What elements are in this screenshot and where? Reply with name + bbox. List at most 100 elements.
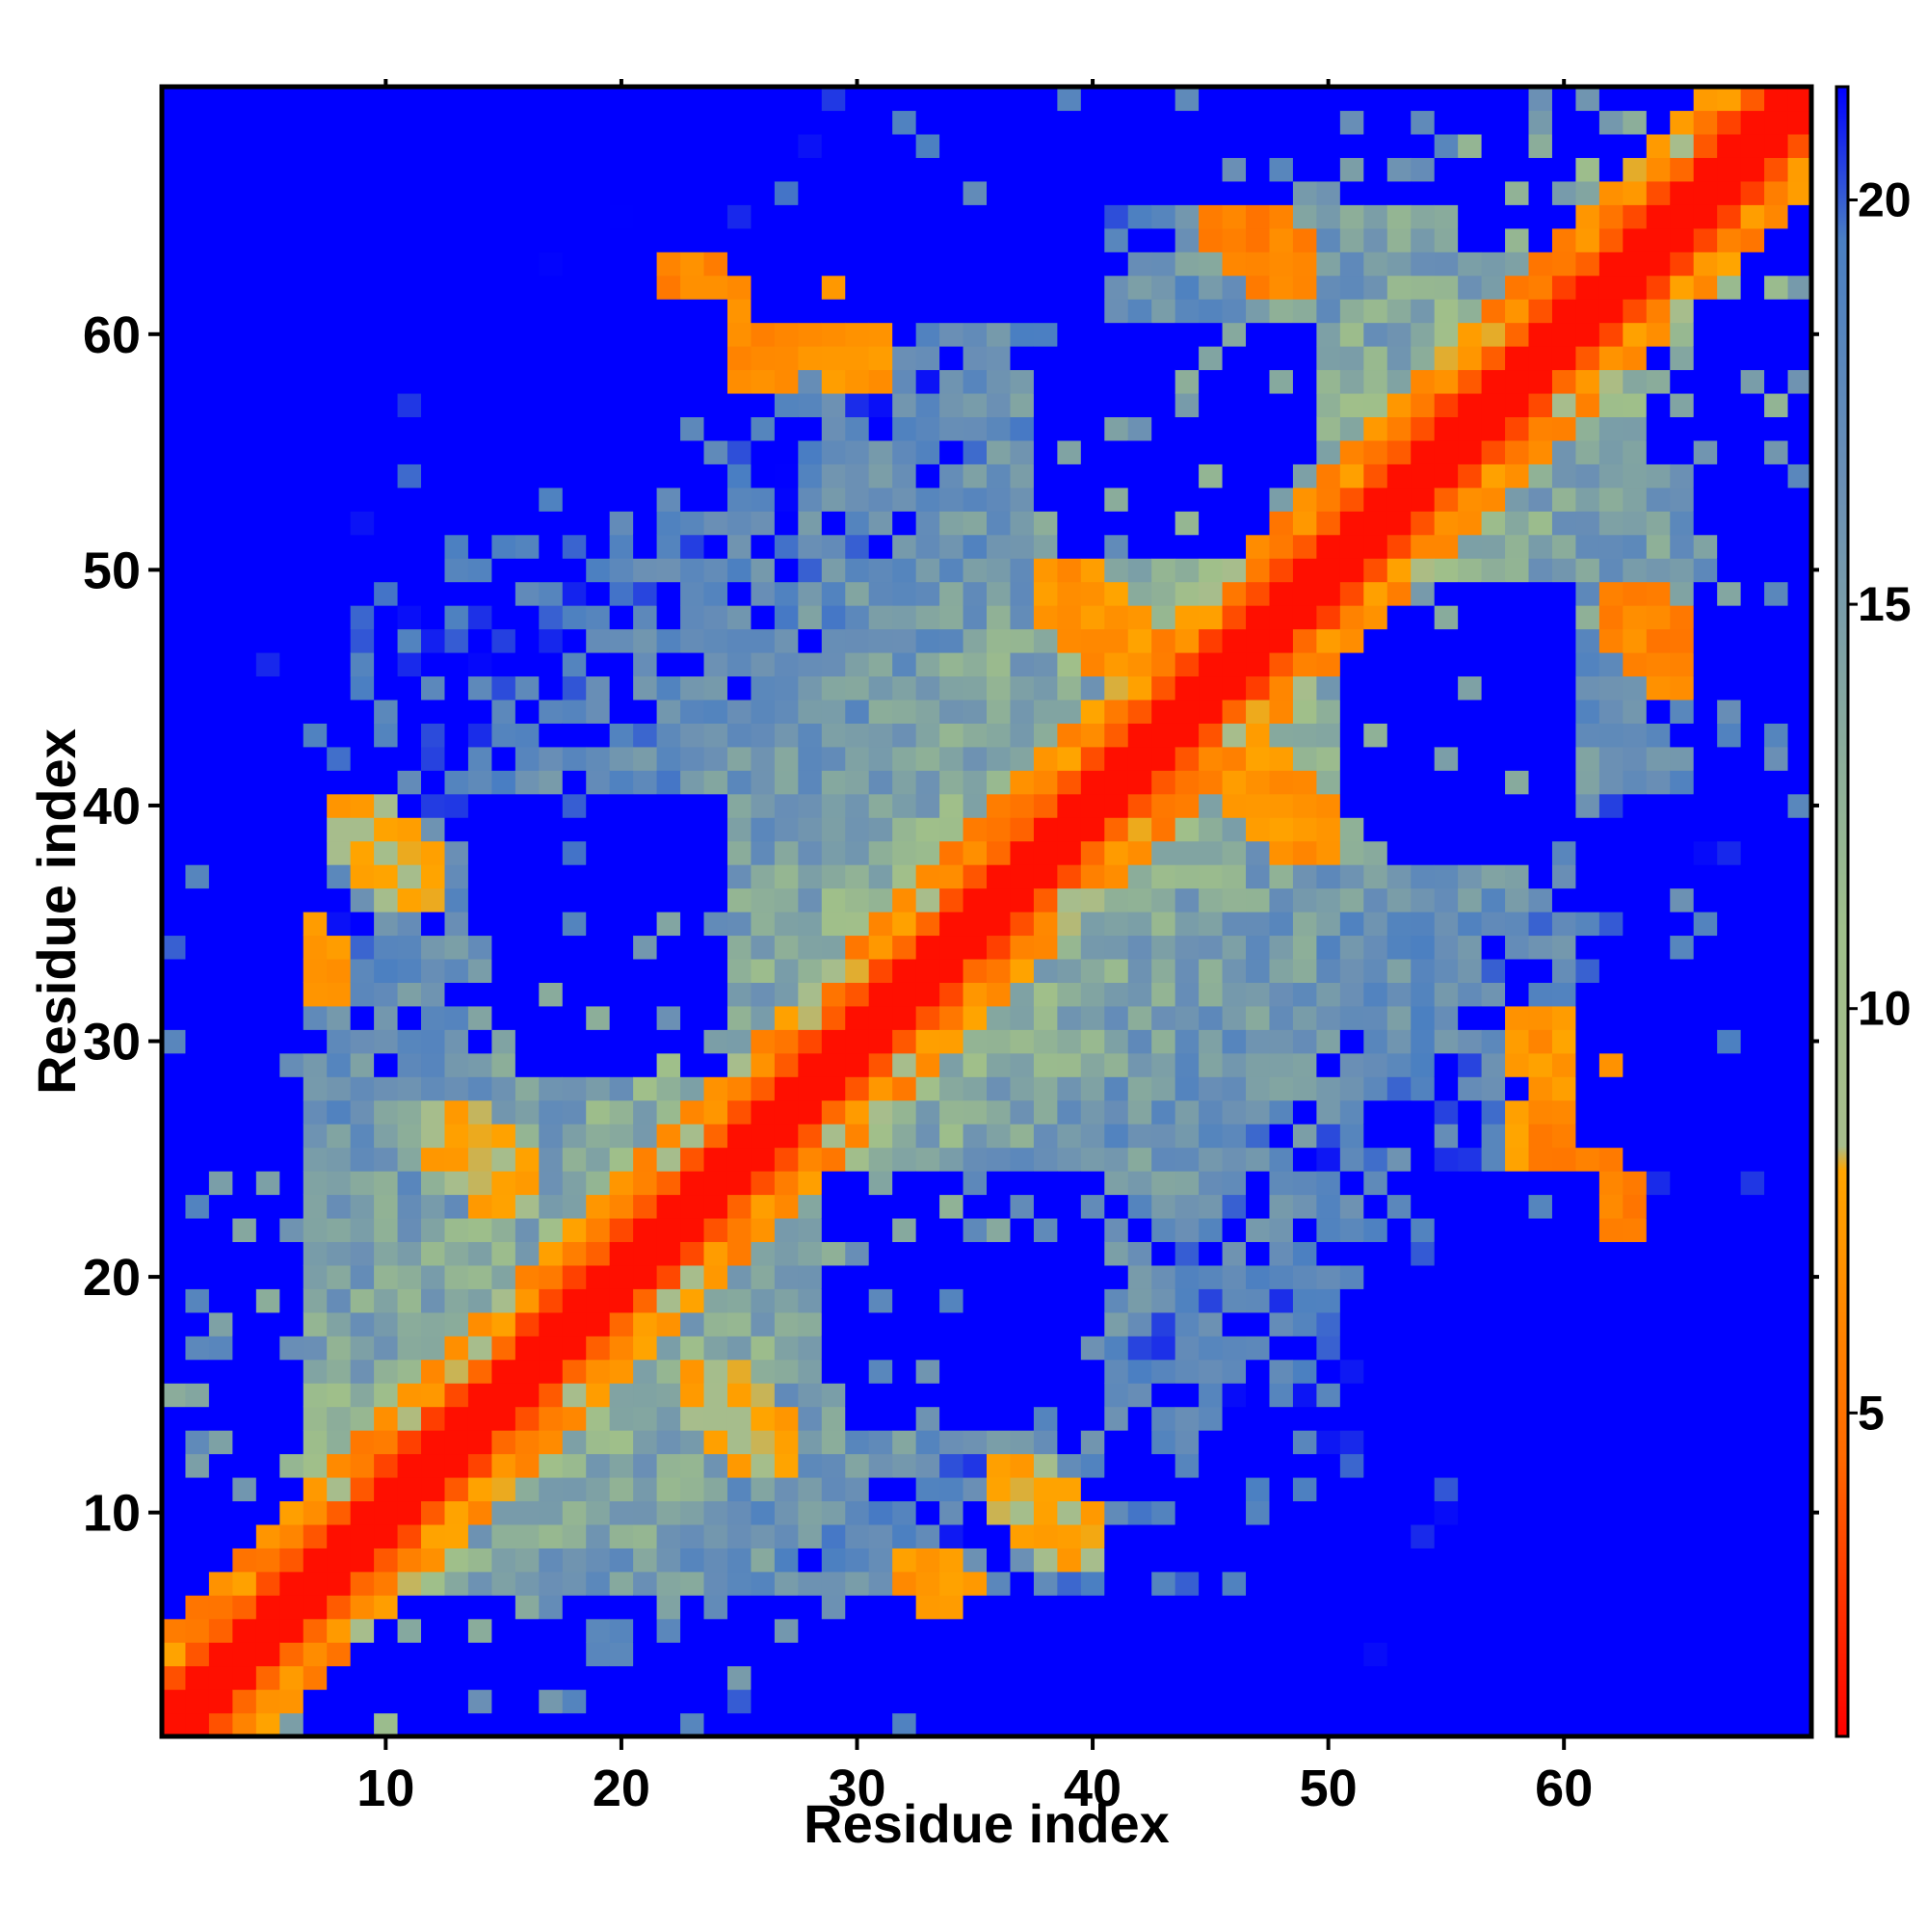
heatmap-cell [1551,1406,1577,1431]
heatmap-cell [1339,1689,1364,1714]
heatmap-cell [374,1618,399,1643]
heatmap-cell [656,204,681,229]
heatmap-cell [892,180,917,205]
heatmap-cell [892,887,917,913]
heatmap-cell [1481,1406,1506,1431]
heatmap-cell [467,1311,492,1337]
heatmap-cell [1033,1406,1058,1431]
heatmap-cell [185,392,210,417]
heatmap-cell [1623,1383,1648,1408]
heatmap-cell [821,558,846,583]
heatmap-cell [491,1076,516,1101]
heatmap-cell [327,463,352,489]
heatmap-cell [1292,1311,1317,1337]
heatmap-cell [327,1406,352,1431]
heatmap-cell [162,511,187,536]
heatmap-cell [1033,793,1058,818]
heatmap-cell [845,887,870,913]
heatmap-cell [751,1665,776,1690]
heatmap-cell [1717,935,1742,960]
heatmap-cell [1670,1571,1695,1596]
heatmap-cell [987,817,1012,842]
heatmap-cell [680,1642,705,1667]
heatmap-cell [279,1595,304,1620]
heatmap-cell [515,982,540,1007]
heatmap-cell [1339,1406,1364,1431]
heatmap-cell [1787,1359,1812,1384]
heatmap-cell [1787,982,1812,1007]
heatmap-cell [751,133,776,158]
heatmap-cell [633,581,658,606]
heatmap-cell [162,1147,187,1172]
heatmap-cell [1528,770,1553,795]
heatmap-cell [1175,817,1200,842]
heatmap-cell [421,558,446,583]
heatmap-cell [821,1288,846,1313]
heatmap-cell [1693,912,1718,937]
heatmap-cell [421,1548,446,1573]
heatmap-cell [208,817,233,842]
heatmap-cell [444,982,469,1007]
heatmap-cell [915,912,940,937]
heatmap-cell [1269,746,1294,771]
heatmap-cell [1646,275,1671,300]
heatmap-cell [1269,793,1294,818]
heatmap-cell [892,581,917,606]
heatmap-cell [374,133,399,158]
heatmap-cell [963,1406,988,1431]
heatmap-cell [1717,912,1742,937]
heatmap-cell [609,1571,634,1596]
heatmap-cell [1787,1029,1812,1054]
heatmap-cell [1693,1288,1718,1313]
heatmap-cell [562,605,587,630]
heatmap-cell [491,1217,516,1242]
heatmap-cell [1528,1288,1553,1313]
heatmap-cell [232,958,257,983]
heatmap-cell [397,392,422,417]
heatmap-cell [562,1359,587,1384]
heatmap-cell [821,605,846,630]
heatmap-cell [633,133,658,158]
heatmap-cell [1623,534,1648,559]
heatmap-cell [1740,1311,1765,1337]
heatmap-cell [515,1029,540,1054]
heatmap-cell [633,935,658,960]
heatmap-cell [1528,1217,1553,1242]
heatmap-cell [1623,958,1648,983]
heatmap-cell [327,1076,352,1101]
heatmap-cell [279,1453,304,1478]
heatmap-cell [397,1288,422,1313]
heatmap-cell [1598,1359,1623,1384]
heatmap-cell [609,770,634,795]
heatmap-cell [586,1642,611,1667]
heatmap-cell [374,1430,399,1455]
heatmap-cell [397,1194,422,1219]
heatmap-cell [915,1359,940,1384]
heatmap-cell [845,912,870,937]
heatmap-cell [1764,1099,1789,1125]
heatmap-cell [1199,1665,1224,1690]
heatmap-cell [1598,87,1623,112]
heatmap-cell [1598,133,1623,158]
heatmap-cell [939,511,964,536]
heatmap-cell [1787,1430,1812,1455]
heatmap-cell [255,1241,280,1266]
heatmap-cell [467,227,492,252]
heatmap-cell [562,204,587,229]
heatmap-cell [185,87,210,112]
heatmap-cell [1575,1665,1600,1690]
heatmap-cell [1246,1406,1271,1431]
heatmap-cell [963,1171,988,1196]
x-tick-label: 40 [1064,1760,1122,1817]
heatmap-cell [444,1523,469,1548]
heatmap-cell [1693,251,1718,277]
heatmap-cell [232,392,257,417]
heatmap-cell [397,1336,422,1361]
heatmap-cell [963,699,988,724]
heatmap-cell [868,605,893,630]
heatmap-cell [1481,887,1506,913]
heatmap-cell [1740,1099,1765,1125]
heatmap-cell [609,1005,634,1030]
heatmap-cell [1127,1548,1152,1573]
heatmap-cell [1033,1241,1058,1266]
